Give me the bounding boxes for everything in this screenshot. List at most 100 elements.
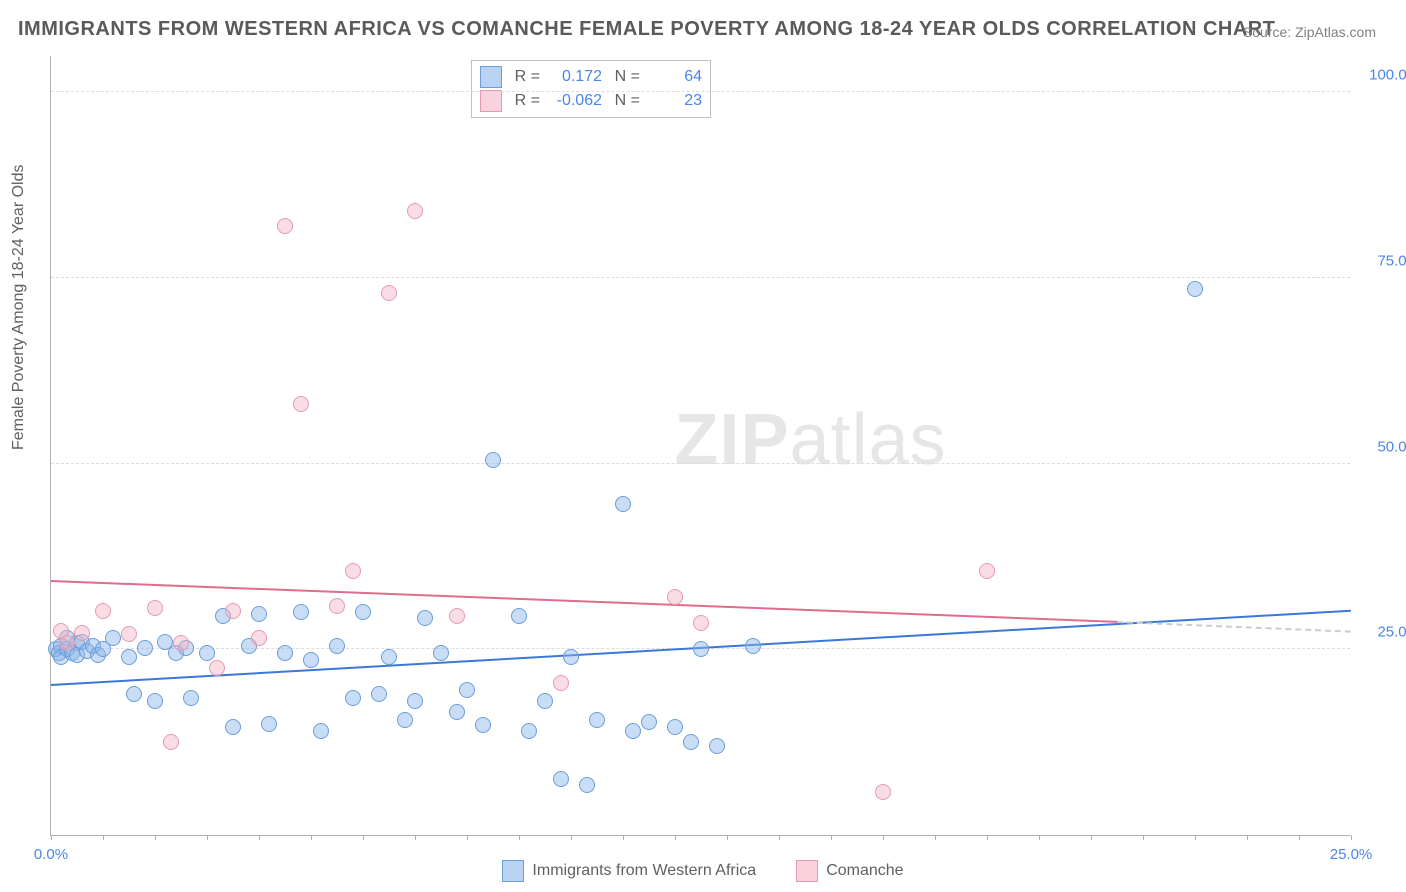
data-point-pink xyxy=(95,603,111,619)
data-point-pink xyxy=(277,218,293,234)
source-link[interactable]: ZipAtlas.com xyxy=(1295,24,1376,40)
x-minor-tick xyxy=(311,836,312,840)
data-point-blue xyxy=(709,738,725,754)
data-point-blue xyxy=(199,645,215,661)
data-point-blue xyxy=(371,686,387,702)
data-point-pink xyxy=(979,563,995,579)
data-point-blue xyxy=(277,645,293,661)
gridline xyxy=(51,91,1350,92)
legend-item-pink: Comanche xyxy=(796,860,903,882)
r-value-blue: 0.172 xyxy=(550,65,602,89)
x-minor-tick xyxy=(103,836,104,840)
legend-label-pink: Comanche xyxy=(826,862,903,880)
plot-area: ZIPatlas R = 0.172 N = 64 R = -0.062 N =… xyxy=(50,56,1350,836)
x-minor-tick xyxy=(571,836,572,840)
swatch-pink-icon xyxy=(796,860,818,882)
x-minor-tick xyxy=(987,836,988,840)
data-point-blue xyxy=(261,716,277,732)
data-point-blue xyxy=(251,606,267,622)
data-point-pink xyxy=(449,608,465,624)
chart-title: IMMIGRANTS FROM WESTERN AFRICA VS COMANC… xyxy=(18,18,1275,41)
y-tick-label: 50.0% xyxy=(1360,438,1406,455)
data-point-pink xyxy=(251,630,267,646)
x-minor-tick xyxy=(519,836,520,840)
data-point-blue xyxy=(126,686,142,702)
x-minor-tick xyxy=(623,836,624,840)
y-axis-label: Female Poverty Among 18-24 Year Olds xyxy=(10,165,28,451)
r-value-pink: -0.062 xyxy=(550,89,602,113)
data-point-blue xyxy=(345,690,361,706)
data-point-pink xyxy=(121,626,137,642)
stats-row-blue: R = 0.172 N = 64 xyxy=(480,65,702,89)
data-point-pink xyxy=(553,675,569,691)
data-point-blue xyxy=(641,714,657,730)
data-point-pink xyxy=(667,589,683,605)
x-minor-tick xyxy=(831,836,832,840)
data-point-blue xyxy=(137,640,153,656)
data-point-pink xyxy=(209,660,225,676)
x-minor-tick xyxy=(675,836,676,840)
data-point-blue xyxy=(537,693,553,709)
data-point-blue xyxy=(147,693,163,709)
data-point-blue xyxy=(579,777,595,793)
data-point-blue xyxy=(433,645,449,661)
data-point-blue xyxy=(615,496,631,512)
data-point-pink xyxy=(59,635,75,651)
data-point-blue xyxy=(355,604,371,620)
bottom-legend: Immigrants from Western Africa Comanche xyxy=(0,860,1406,882)
data-point-blue xyxy=(183,690,199,706)
swatch-blue-icon xyxy=(502,860,524,882)
x-minor-tick xyxy=(727,836,728,840)
data-point-pink xyxy=(173,635,189,651)
gridline xyxy=(51,277,1350,278)
data-point-blue xyxy=(683,734,699,750)
r-label: R = xyxy=(512,65,540,89)
data-point-pink xyxy=(345,563,361,579)
x-minor-tick xyxy=(363,836,364,840)
n-label: N = xyxy=(612,89,640,113)
correlation-stats-box: R = 0.172 N = 64 R = -0.062 N = 23 xyxy=(471,60,711,118)
data-point-blue xyxy=(475,717,491,733)
y-tick-label: 75.0% xyxy=(1360,252,1406,269)
data-point-blue xyxy=(293,604,309,620)
data-point-pink xyxy=(74,625,90,641)
x-minor-tick xyxy=(155,836,156,840)
data-point-blue xyxy=(397,712,413,728)
y-tick-label: 25.0% xyxy=(1360,624,1406,641)
n-label: N = xyxy=(612,65,640,89)
data-point-pink xyxy=(693,615,709,631)
x-minor-tick xyxy=(415,836,416,840)
x-minor-tick xyxy=(1299,836,1300,840)
n-value-blue: 64 xyxy=(650,65,702,89)
data-point-pink xyxy=(225,603,241,619)
data-point-pink xyxy=(293,396,309,412)
legend-label-blue: Immigrants from Western Africa xyxy=(532,862,756,880)
watermark: ZIPatlas xyxy=(675,399,947,481)
x-tick-mark xyxy=(51,835,52,840)
x-minor-tick xyxy=(1143,836,1144,840)
x-minor-tick xyxy=(467,836,468,840)
data-point-blue xyxy=(121,649,137,665)
x-minor-tick xyxy=(883,836,884,840)
x-minor-tick xyxy=(1247,836,1248,840)
chart-container: IMMIGRANTS FROM WESTERN AFRICA VS COMANC… xyxy=(0,0,1406,892)
data-point-blue xyxy=(459,682,475,698)
data-point-blue xyxy=(625,723,641,739)
trend-line-pink xyxy=(51,580,1117,623)
data-point-blue xyxy=(1187,281,1203,297)
data-point-blue xyxy=(407,693,423,709)
data-point-blue xyxy=(563,649,579,665)
n-value-pink: 23 xyxy=(650,89,702,113)
swatch-blue-icon xyxy=(480,66,502,88)
source-label: Source: xyxy=(1243,24,1291,40)
trend-extension-pink xyxy=(1117,621,1351,633)
data-point-blue xyxy=(105,630,121,646)
data-point-blue xyxy=(589,712,605,728)
x-minor-tick xyxy=(1091,836,1092,840)
data-point-pink xyxy=(147,600,163,616)
data-point-pink xyxy=(381,285,397,301)
data-point-blue xyxy=(381,649,397,665)
r-label: R = xyxy=(512,89,540,113)
data-point-pink xyxy=(875,784,891,800)
data-point-pink xyxy=(163,734,179,750)
